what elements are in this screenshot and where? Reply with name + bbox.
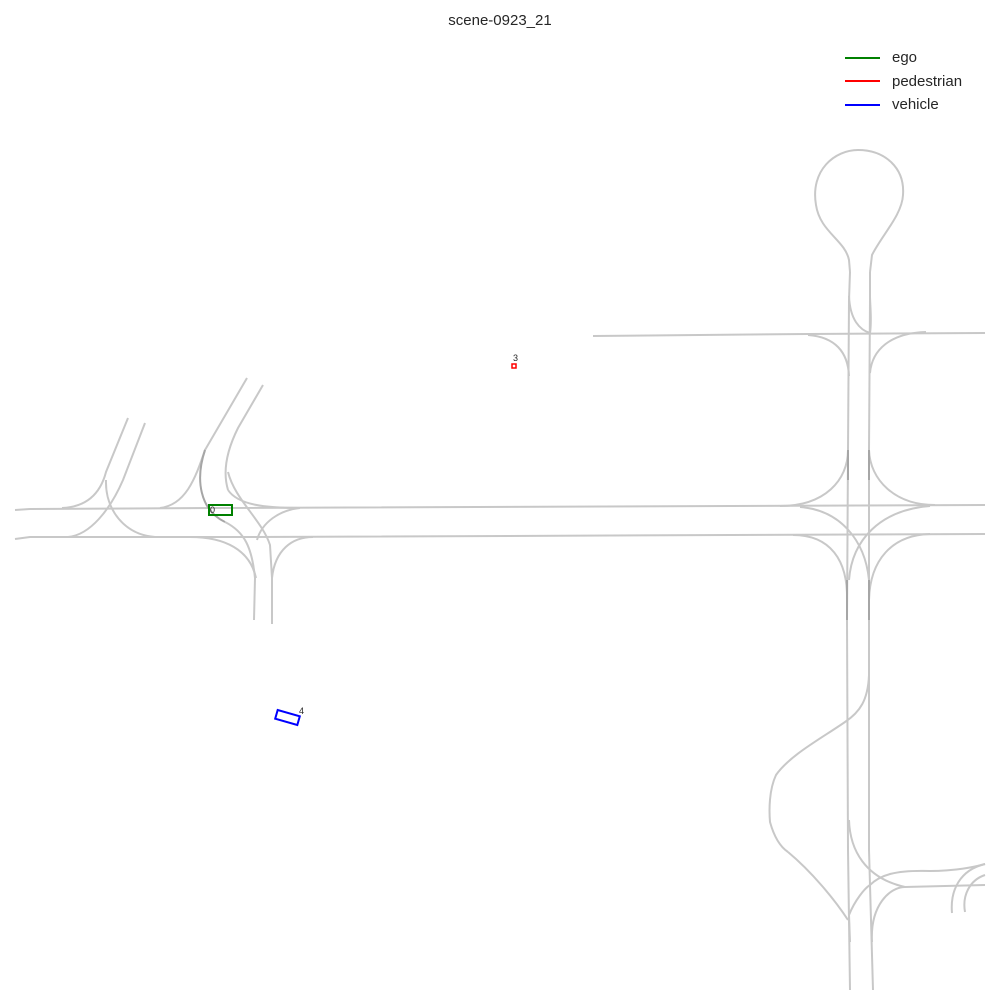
legend-swatch-ego [845, 56, 880, 59]
lane-line [592, 332, 986, 337]
lane-line [869, 863, 986, 886]
lane-line [199, 449, 226, 523]
lane-line [787, 851, 849, 921]
legend-label-ego: ego [892, 49, 918, 67]
legend-label-pedestrian: pedestrian [892, 72, 963, 90]
lane-line [845, 271, 851, 991]
lane-line [868, 533, 931, 601]
map-title: scene-0923_21 [448, 12, 552, 29]
pedestrian-label: 3 [513, 353, 518, 363]
ego-box [208, 504, 233, 516]
agent-pedestrian: 3 [511, 353, 518, 369]
lane-line [799, 506, 870, 581]
pedestrian-box [511, 363, 517, 369]
lane-line [792, 534, 849, 601]
lane-line [847, 884, 871, 943]
legend: ego pedestrian vehicle [845, 46, 962, 117]
lane-line [963, 874, 986, 913]
lane-line [189, 536, 257, 579]
lane-line [67, 422, 146, 538]
lane-line [224, 384, 264, 491]
lane-line [256, 507, 301, 541]
agent-vehicle: 4 [273, 706, 304, 727]
lane-line [848, 295, 872, 335]
lane-line [848, 505, 931, 581]
vehicle-box [273, 708, 302, 727]
lane-line [807, 334, 850, 377]
lane-line [14, 504, 986, 511]
lane-line [14, 533, 986, 540]
legend-swatch-pedestrian [845, 80, 880, 83]
lane-line [870, 886, 906, 943]
lane-line [868, 272, 874, 991]
lane-line [271, 536, 314, 579]
legend-label-vehicle: vehicle [892, 96, 939, 114]
lane-line [227, 471, 273, 624]
lane-line [846, 450, 870, 620]
vehicle-label: 4 [299, 706, 304, 716]
lane-line [227, 489, 301, 509]
ego-label: 0 [210, 505, 215, 515]
lane-line [768, 674, 870, 853]
lane-line [779, 449, 849, 507]
legend-item-vehicle: vehicle [845, 93, 962, 117]
lane-line [868, 449, 936, 506]
lane-line [814, 148, 905, 273]
lane-network [14, 148, 986, 991]
lane-line [104, 479, 156, 538]
lane-line [848, 819, 986, 889]
lane-line [950, 863, 986, 914]
agent-ego: 0 [208, 504, 233, 516]
legend-item-ego: ego [845, 46, 962, 70]
legend-swatch-vehicle [845, 103, 880, 106]
legend-item-pedestrian: pedestrian [845, 70, 962, 94]
lane-line [61, 417, 129, 509]
lane-line [869, 331, 927, 374]
